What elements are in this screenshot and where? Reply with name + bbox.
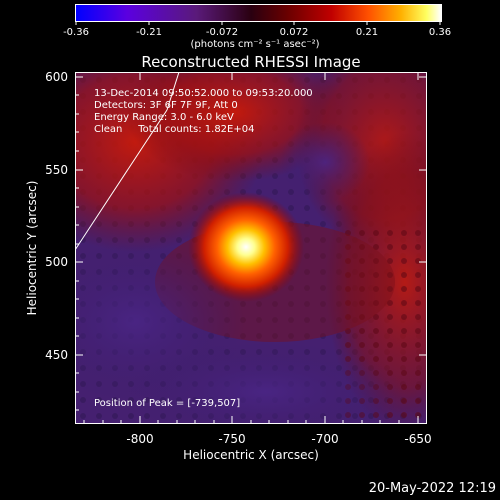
- solar-limb-line: [75, 109, 168, 251]
- colorbar-tick-label: -0.072: [205, 27, 239, 38]
- x-tick-label: -800: [126, 432, 154, 446]
- x-axis-label: Heliocentric X (arcsec): [183, 448, 319, 462]
- colorbar: [75, 4, 442, 22]
- colorbar-tick-label: -0.21: [136, 27, 162, 38]
- x-tick-label: -650: [404, 432, 432, 446]
- colorbar-units: (photons cm⁻² s⁻¹ asec⁻²): [190, 39, 320, 50]
- y-tick-label: 550: [45, 163, 68, 177]
- y-tick-label: 600: [45, 70, 68, 84]
- x-tick-label: -700: [311, 432, 339, 446]
- peak-position-text: Position of Peak = [-739,507]: [94, 398, 241, 409]
- info-clean-counts: Clean Total counts: 1.82E+04: [94, 124, 255, 135]
- info-detectors: Detectors: 3F 6F 7F 9F, Att 0: [94, 100, 238, 111]
- plot-title: Reconstructed RHESSI Image: [141, 53, 361, 71]
- colorbar-tick-label: 0.36: [428, 27, 452, 38]
- colorbar-tick-label: -0.36: [63, 27, 89, 38]
- rhessi-image: [75, 72, 427, 424]
- footer-date: 20-May-2022 12:19: [368, 481, 496, 496]
- y-tick-label: 500: [45, 255, 68, 269]
- colorbar-tick-label: 0.21: [355, 27, 379, 38]
- info-time-range: 13-Dec-2014 09:50:52.000 to 09:53:20.000: [94, 88, 313, 99]
- y-tick-label: 450: [45, 348, 68, 362]
- colorbar-tick-marks: [75, 21, 441, 25]
- x-tick-label: -750: [218, 432, 246, 446]
- y-axis-label: Heliocentric Y (arcsec): [25, 180, 39, 316]
- info-energy-range: Energy Range: 3.0 - 6.0 keV: [94, 112, 234, 123]
- colorbar-tick-label: 0.072: [279, 27, 309, 38]
